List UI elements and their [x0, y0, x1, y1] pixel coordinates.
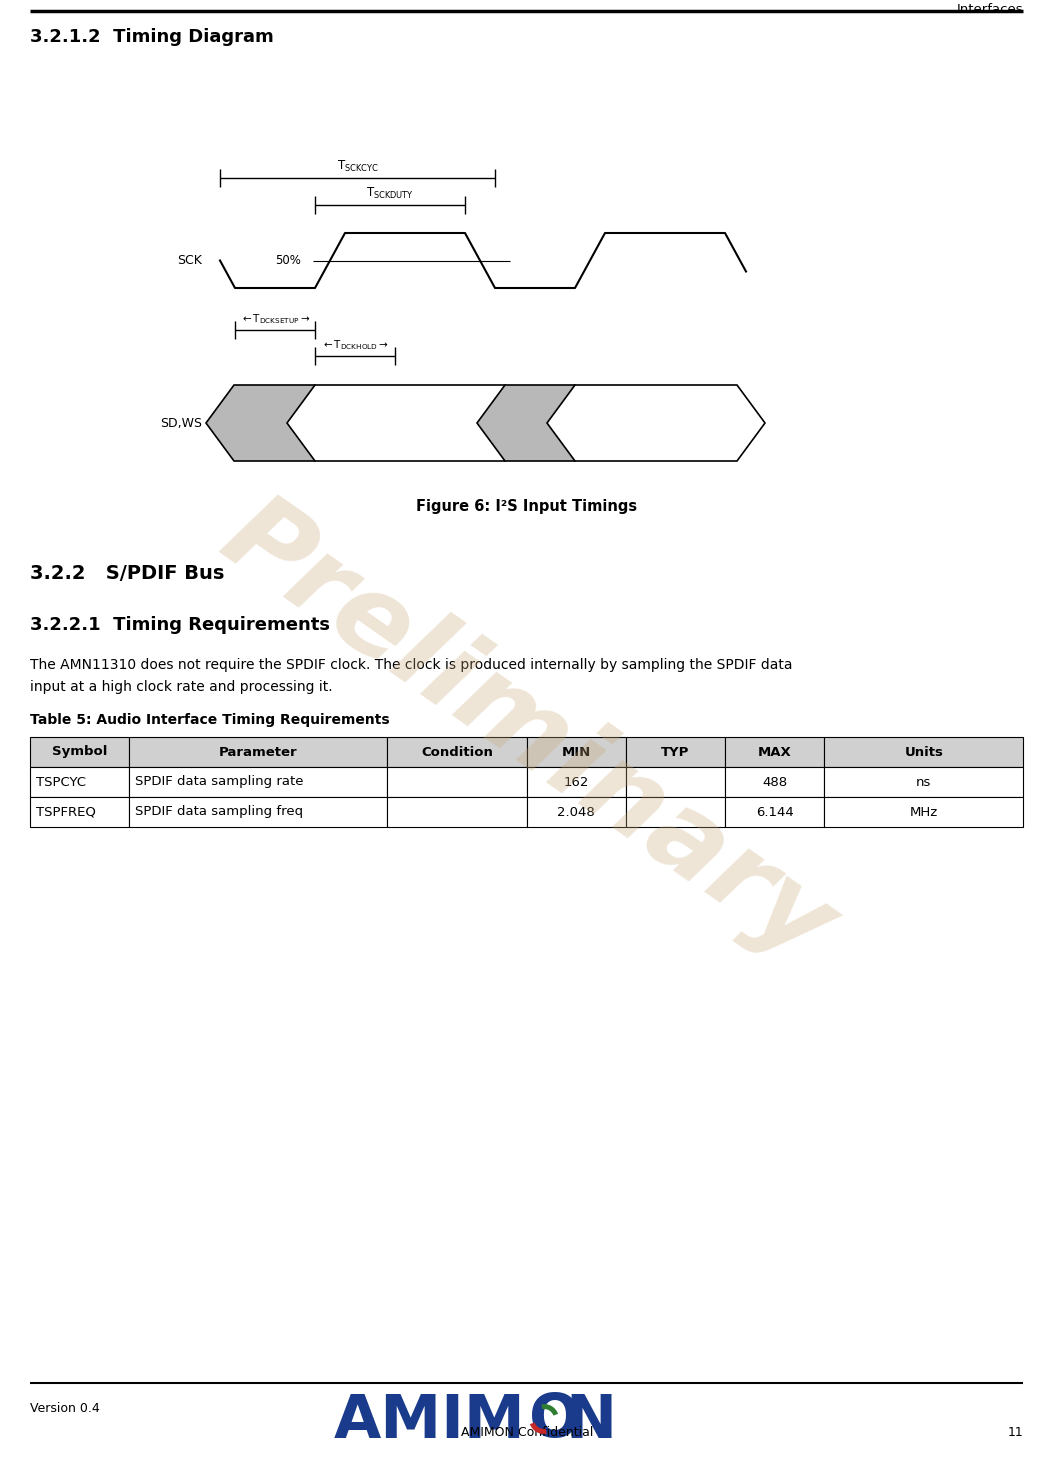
Text: 3.2.1.2  Timing Diagram: 3.2.1.2 Timing Diagram [29, 28, 274, 46]
Polygon shape [206, 386, 343, 461]
Polygon shape [287, 386, 533, 461]
Bar [526, 796, 625, 828]
Wedge shape [541, 1404, 558, 1416]
Text: $\mathsf{T_{SCKCYC}}$: $\mathsf{T_{SCKCYC}}$ [337, 159, 378, 174]
Text: Interfaces: Interfaces [956, 3, 1024, 16]
Bar [526, 767, 625, 796]
Text: SCK: SCK [177, 254, 202, 267]
Text: Preliminary: Preliminary [201, 482, 853, 983]
Text: Units: Units [905, 746, 943, 758]
Bar [388, 737, 526, 767]
Bar [130, 737, 388, 767]
Text: MAX: MAX [758, 746, 792, 758]
Text: SPDIF data sampling rate: SPDIF data sampling rate [135, 776, 304, 789]
Text: $\mathsf{\leftarrow T_{DCKHOLD}\rightarrow}$: $\mathsf{\leftarrow T_{DCKHOLD}\rightarr… [321, 338, 389, 351]
Text: AMIMON Confidential: AMIMON Confidential [461, 1427, 593, 1440]
Bar [130, 767, 388, 796]
Bar [29, 767, 130, 796]
Bar [130, 796, 388, 828]
Polygon shape [547, 386, 764, 461]
Text: TYP: TYP [661, 746, 690, 758]
Bar [726, 767, 824, 796]
Polygon shape [477, 386, 603, 461]
Text: MIN: MIN [561, 746, 591, 758]
Text: Figure 6: I²S Input Timings: Figure 6: I²S Input Timings [416, 498, 637, 515]
Bar [29, 737, 130, 767]
Text: ns: ns [916, 776, 932, 789]
Bar [824, 796, 1024, 828]
Text: Parameter: Parameter [219, 746, 298, 758]
Text: Table 5: Audio Interface Timing Requirements: Table 5: Audio Interface Timing Requirem… [29, 713, 390, 727]
Text: 6.144: 6.144 [756, 805, 794, 819]
Bar [824, 767, 1024, 796]
Text: 11: 11 [1008, 1427, 1024, 1440]
Bar [526, 737, 625, 767]
Text: O: O [529, 1391, 581, 1450]
Bar [625, 796, 726, 828]
Text: SPDIF data sampling freq: SPDIF data sampling freq [135, 805, 303, 819]
Wedge shape [530, 1422, 547, 1434]
Text: The AMN11310 does not require the SPDIF clock. The clock is produced internally : The AMN11310 does not require the SPDIF … [29, 658, 793, 672]
Bar [388, 796, 526, 828]
Text: SD,WS: SD,WS [160, 417, 202, 430]
Text: 488: 488 [762, 776, 788, 789]
Text: 50%: 50% [275, 254, 301, 267]
Text: N: N [565, 1391, 616, 1450]
Bar [388, 767, 526, 796]
Text: input at a high clock rate and processing it.: input at a high clock rate and processin… [29, 681, 333, 694]
Text: 3.2.2   S/PDIF Bus: 3.2.2 S/PDIF Bus [29, 564, 224, 583]
Text: Version 0.4: Version 0.4 [29, 1401, 100, 1415]
Text: $\mathsf{\leftarrow T_{DCKSETUP}\rightarrow}$: $\mathsf{\leftarrow T_{DCKSETUP}\rightar… [240, 313, 311, 326]
Bar [726, 737, 824, 767]
Text: 162: 162 [563, 776, 589, 789]
Text: 2.048: 2.048 [557, 805, 595, 819]
Bar [726, 796, 824, 828]
Text: AMIM: AMIM [333, 1391, 525, 1450]
Bar [824, 737, 1024, 767]
Text: Condition: Condition [421, 746, 493, 758]
Text: TSPFREQ: TSPFREQ [36, 805, 96, 819]
Text: 3.2.2.1  Timing Requirements: 3.2.2.1 Timing Requirements [29, 615, 330, 635]
Bar [625, 767, 726, 796]
Text: TSPCYC: TSPCYC [36, 776, 86, 789]
Text: $\mathsf{T_{SCKDUTY}}$: $\mathsf{T_{SCKDUTY}}$ [366, 185, 414, 202]
Bar [29, 796, 130, 828]
Text: Symbol: Symbol [52, 746, 107, 758]
Text: MHz: MHz [910, 805, 938, 819]
Bar [625, 737, 726, 767]
